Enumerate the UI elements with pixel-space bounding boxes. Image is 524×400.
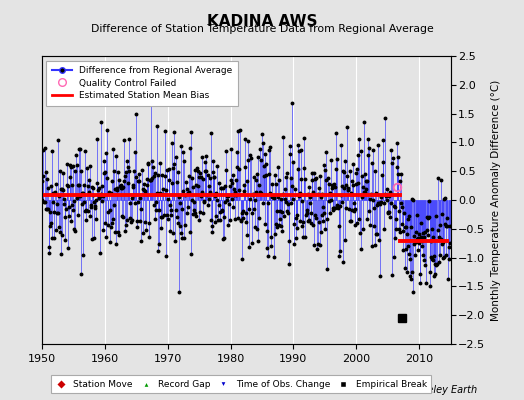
- Text: Difference of Station Temperature Data from Regional Average: Difference of Station Temperature Data f…: [91, 24, 433, 34]
- Y-axis label: Monthly Temperature Anomaly Difference (°C): Monthly Temperature Anomaly Difference (…: [491, 79, 501, 321]
- Legend: Station Move, Record Gap, Time of Obs. Change, Empirical Break: Station Move, Record Gap, Time of Obs. C…: [51, 376, 431, 394]
- Legend: Difference from Regional Average, Quality Control Failed, Estimated Station Mean: Difference from Regional Average, Qualit…: [47, 60, 237, 106]
- Text: KADINA AWS: KADINA AWS: [207, 14, 317, 29]
- Text: Berkeley Earth: Berkeley Earth: [405, 385, 477, 395]
